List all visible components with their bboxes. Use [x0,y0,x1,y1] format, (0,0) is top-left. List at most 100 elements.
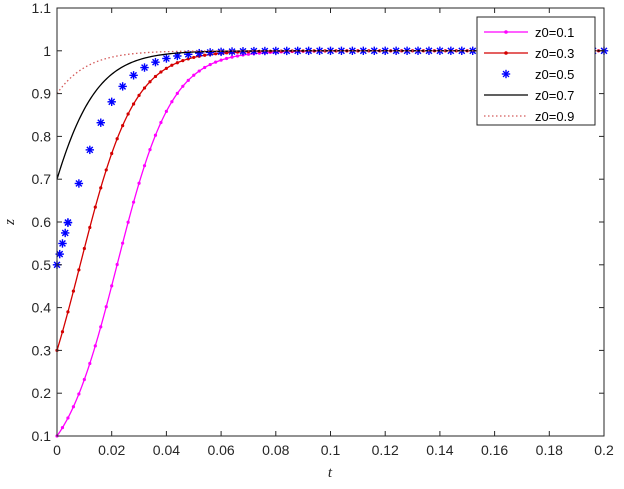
series-z0-0-1-point [214,60,218,64]
series-z0-0-5-point [173,51,182,61]
y-tick-label: 0.1 [32,428,52,444]
y-tick-label: 0.4 [32,300,52,316]
axis-ticks: 0 0.02 0.04 0.06 0.08 0.1 0.12 0.14 0.16 0.18 0.2 0… [32,0,614,458]
series-z0-0-1-point [71,405,76,409]
asterisk-stroke [130,71,138,79]
legend-label: z0=0.9 [535,109,574,124]
legend-entry: z0=0.3 [484,46,574,61]
series-z0-0-1-point [192,73,196,77]
x-tick-label: 0.16 [481,442,508,458]
series-z0-0-1-point [142,164,147,168]
series-z0-0-3-point [181,59,185,63]
series-z0-0-1-point [159,120,163,125]
x-tick-label: 0.18 [536,442,563,458]
y-tick-label: 1 [43,43,51,59]
series-z0-0-1-point [235,54,240,58]
series-z0-0-1-point [208,62,212,67]
asterisk-stroke [86,146,94,154]
series-z0-0-5-point [162,54,171,63]
series-z0-0-1-point [181,84,185,88]
y-axis-label: z [2,219,18,226]
series-z0-0-1-point [99,325,103,329]
x-tick-label: 0.2 [594,442,614,458]
series-z0-0-1-point [197,69,201,73]
legend-marker [504,51,508,55]
series-z0-0-3-point [175,61,179,65]
y-tick-label: 0.5 [32,257,52,273]
asterisk-stroke [108,98,116,106]
series-z0-0-1-point [93,344,97,348]
series-z0-0-3-point [115,137,119,141]
series-z0-0-5-point [58,239,67,248]
legend-entry: z0=0.1 [484,25,574,40]
series-z0-0-3-point [82,246,86,251]
legend-label: z0=0.5 [535,67,574,82]
legend-entry: z0=0.5 [501,67,574,82]
series-z0-0-3-point [192,55,196,60]
series-z0-0-1-point [186,78,190,82]
series-z0-0-3-point [60,330,65,334]
series-z0-0-1-point [126,220,130,224]
series-z0-0-3-point [214,52,218,56]
series-z0-0-3-point [104,168,108,172]
series-z0-0-1-point [224,56,229,61]
series-z0-0-1-point [203,65,207,70]
legend-entry: z0=0.9 [484,109,574,124]
series-z0-0-3-point [170,63,174,67]
legend: z0=0.1 z0=0.3 z0=0.5 z0=0.7 z0=0.9 [476,16,596,126]
series-z0-0-3-point [153,74,158,79]
series-z0-0-3-point [164,66,168,70]
asterisk-stroke [56,250,64,258]
asterisk-stroke [59,240,66,247]
series-z0-0-5-point [195,48,204,58]
series-z0-0-1-point [60,426,65,430]
x-tick-label: 0.08 [262,442,289,458]
series-z0-0-5-point [107,97,116,107]
asterisk-stroke [64,219,72,226]
y-tick-label: 0.9 [32,86,52,102]
series-z0-0-3-point [131,102,136,106]
series-z0-0-3-point [148,80,152,84]
series-z0-0-3-point [71,289,76,293]
y-tick-label: 0.2 [32,385,52,401]
series-z0-0-3-point [203,53,207,57]
series-z0-0-1-point [88,361,92,366]
legend-box [476,16,596,126]
legend-marker [501,69,511,79]
series-z0-0-1-point [219,58,223,62]
y-tick-label: 1.1 [32,0,52,16]
series-z0-0-1-point [153,133,158,137]
series-z0-0-3-point [142,86,147,90]
x-tick-label: 0.1 [321,442,341,458]
series-z0-0-3-point [99,186,103,190]
series-z0-0-3-point [224,51,229,55]
series-z0-0-1-point [148,148,152,152]
series-z0-0-1-point [131,200,136,204]
series-z0-0-1-point [246,52,251,56]
y-tick-label: 0.6 [32,214,52,230]
series-z0-0-5-point [140,63,149,72]
series-z0-0-1-point [77,392,81,396]
series-z0-0-1-point [110,284,114,288]
x-tick-label: 0.04 [153,442,180,458]
x-tick-label: 0.14 [426,442,453,458]
series-z0-0-1-point [164,109,168,113]
asterisk-stroke [162,55,170,62]
y-tick-label: 0.3 [32,342,52,358]
series-z0-0-3-point [88,225,92,230]
x-tick-label: 0.02 [98,442,125,458]
asterisk-stroke [119,82,127,90]
series-z0-0-3-point [93,205,97,209]
asterisk-stroke [61,229,69,237]
asterisk-stroke [173,52,181,60]
x-tick-label: 0.12 [372,442,399,458]
asterisk-stroke [152,58,159,66]
series-z0-0-1-point [82,377,86,382]
series-z0-0-1-point [115,262,119,267]
y-tick-label: 0.8 [32,128,52,144]
series-z0-0-1-point [170,100,174,104]
asterisk-stroke [97,119,105,127]
y-tick-label: 0.7 [32,171,52,187]
series-z0-0-5-point [61,228,70,238]
series-z0-0-3-point [126,112,130,116]
